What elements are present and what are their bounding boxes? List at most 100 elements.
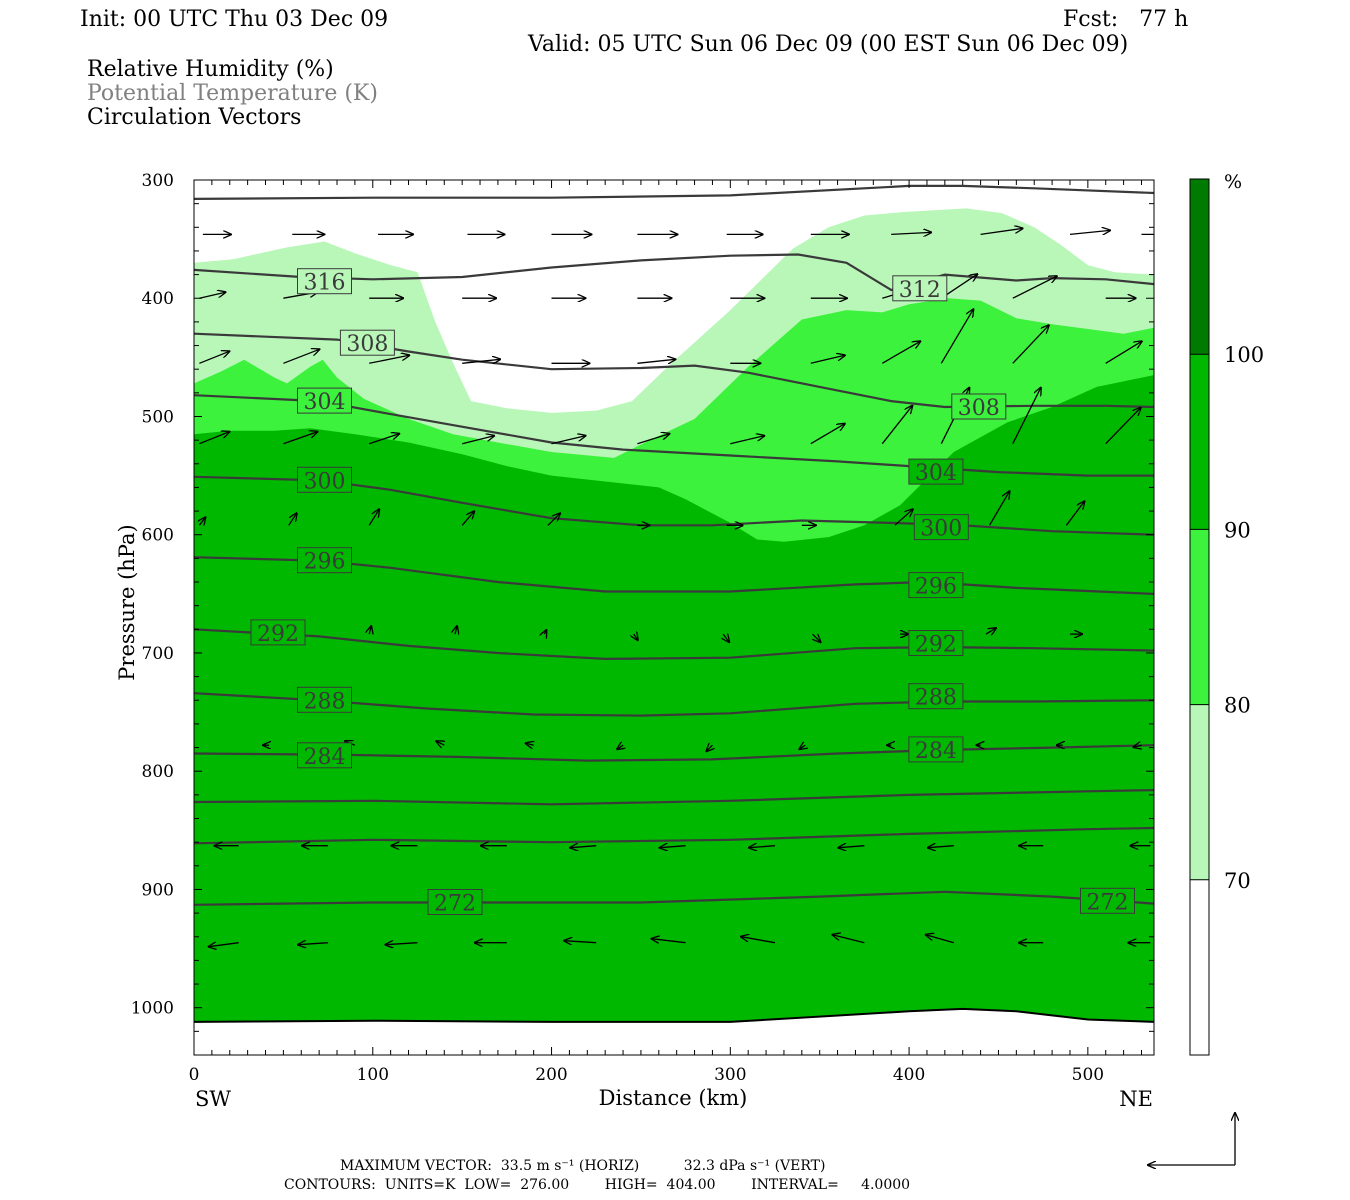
plot-frame — [193, 179, 1155, 1056]
reference-vector-icon — [1148, 1113, 1235, 1165]
circulation-vector — [1105, 408, 1141, 445]
theta-contour-288 — [194, 692, 1154, 717]
contour-label-272: 272 — [427, 889, 483, 917]
contour-info-note: CONTOURS: UNITS=K LOW= 276.00 HIGH= 404.… — [284, 1177, 911, 1193]
x-tick-label: 500 — [1072, 1065, 1104, 1085]
contour-label-text: 288 — [915, 686, 957, 711]
contour-label-300: 300 — [297, 466, 352, 494]
circulation-vector — [368, 434, 399, 445]
contour-label-box — [297, 466, 352, 493]
contour-label-box — [427, 889, 483, 915]
contour-label-296: 296 — [297, 547, 352, 575]
theta-contour-300 — [194, 475, 1154, 536]
circulation-vector — [799, 745, 805, 749]
contour-label-layer: 316 312 308 308 304 304 300 300 296 296 292 292 288 2… — [250, 268, 1135, 917]
contour-label-text: 316 — [304, 271, 346, 296]
circulation-vector — [634, 634, 638, 640]
contour-label-316: 316 — [297, 268, 352, 296]
circulation-vector — [810, 355, 845, 364]
colorbar-segment — [1190, 529, 1209, 705]
circulation-vector — [551, 436, 586, 445]
vector-layer — [199, 228, 1154, 947]
contour-label-272: 272 — [1080, 887, 1135, 915]
circulation-vector — [813, 634, 821, 642]
contour-label-296: 296 — [908, 572, 964, 600]
field-vectors-title: Circulation Vectors — [87, 105, 302, 130]
contour-label-box — [892, 275, 948, 302]
contour-label-292: 292 — [250, 619, 306, 647]
circulation-vector — [980, 228, 1023, 236]
contour-label-text: 292 — [915, 633, 957, 658]
contour-label-304: 304 — [908, 458, 964, 486]
circulation-vector — [462, 436, 494, 445]
circulation-vector — [199, 432, 229, 445]
circulation-vector — [926, 935, 954, 944]
circulation-vector — [881, 341, 920, 364]
x-tick-label: 400 — [893, 1065, 925, 1085]
circulation-vector — [1134, 745, 1142, 747]
x-axis-label: Distance (km) — [599, 1086, 748, 1110]
y-tick-label: 700 — [142, 644, 174, 664]
contour-label-box — [297, 268, 352, 295]
surface-line — [194, 1007, 1154, 1023]
circulation-vector — [894, 509, 913, 526]
forecast-hour: Fcst: 77 h — [1063, 7, 1189, 32]
colorbar-label: 90 — [1224, 518, 1251, 542]
contour-label-box — [951, 393, 1007, 420]
circulation-vector — [637, 359, 675, 363]
circulation-vector — [810, 424, 845, 445]
theta-contour-272 — [194, 890, 1154, 906]
x-end-label-right: NE — [1119, 1087, 1153, 1111]
contour-label-312: 312 — [892, 275, 948, 303]
circulation-vector — [1012, 388, 1041, 444]
x-tick-label: 200 — [535, 1065, 567, 1085]
y-tick-label: 1000 — [131, 999, 174, 1019]
contour-label-box — [908, 458, 964, 485]
circulation-vector — [652, 939, 686, 943]
contour-label-text: 288 — [304, 689, 346, 714]
circulation-vector — [526, 743, 534, 745]
circulation-vector — [749, 846, 776, 848]
below-ground-region — [194, 1008, 1154, 1055]
colorbar-label: 70 — [1224, 869, 1251, 893]
contour-label-288: 288 — [908, 683, 964, 711]
circulation-vector — [199, 517, 205, 525]
circulation-vector — [386, 943, 418, 945]
circulation-vector — [928, 846, 954, 848]
field-rh-title: Relative Humidity (%) — [87, 57, 334, 82]
contour-label-text: 300 — [920, 517, 962, 542]
colorbar-segment — [1190, 354, 1209, 530]
circulation-vector — [985, 628, 996, 634]
contour-label-box — [908, 736, 964, 763]
contour-label-text: 304 — [304, 390, 346, 415]
circulation-vector — [368, 509, 379, 526]
contour-label-text: 304 — [915, 461, 957, 486]
valid-time: Valid: 05 UTC Sun 06 Dec 09 (00 EST Sun … — [528, 32, 1129, 57]
colorbar-unit: % — [1224, 171, 1242, 193]
circulation-vector — [730, 436, 764, 445]
circulation-vector — [209, 943, 239, 947]
contour-label-text: 284 — [304, 745, 346, 770]
contour-label-288: 288 — [297, 686, 352, 714]
circulation-vector — [1012, 276, 1057, 299]
circulation-vector — [199, 351, 229, 364]
circulation-vector — [547, 513, 560, 526]
circulation-vector — [832, 935, 865, 944]
contour-label-box — [339, 329, 395, 356]
contour-label-text: 296 — [915, 575, 957, 600]
contour-label-box — [297, 686, 352, 713]
circulation-vector — [288, 513, 297, 526]
contour-label-box — [908, 572, 964, 599]
theta-contour-292 — [194, 628, 1154, 661]
contour-label-text: 296 — [304, 550, 346, 575]
circulation-vector — [940, 309, 973, 364]
axes-layer: 300 400 500 600 700 800 900 1000 0 100 200 300 400 50… — [115, 171, 1154, 1111]
contour-label-box — [297, 387, 352, 414]
colorbar: 100 90 80 70% — [1189, 171, 1264, 1056]
theta-contour-284 — [194, 744, 1154, 762]
colorbar-segment — [1190, 704, 1209, 880]
circulation-vector — [1065, 501, 1084, 526]
circulation-vector — [723, 634, 729, 642]
colorbar-label: 80 — [1224, 694, 1251, 718]
